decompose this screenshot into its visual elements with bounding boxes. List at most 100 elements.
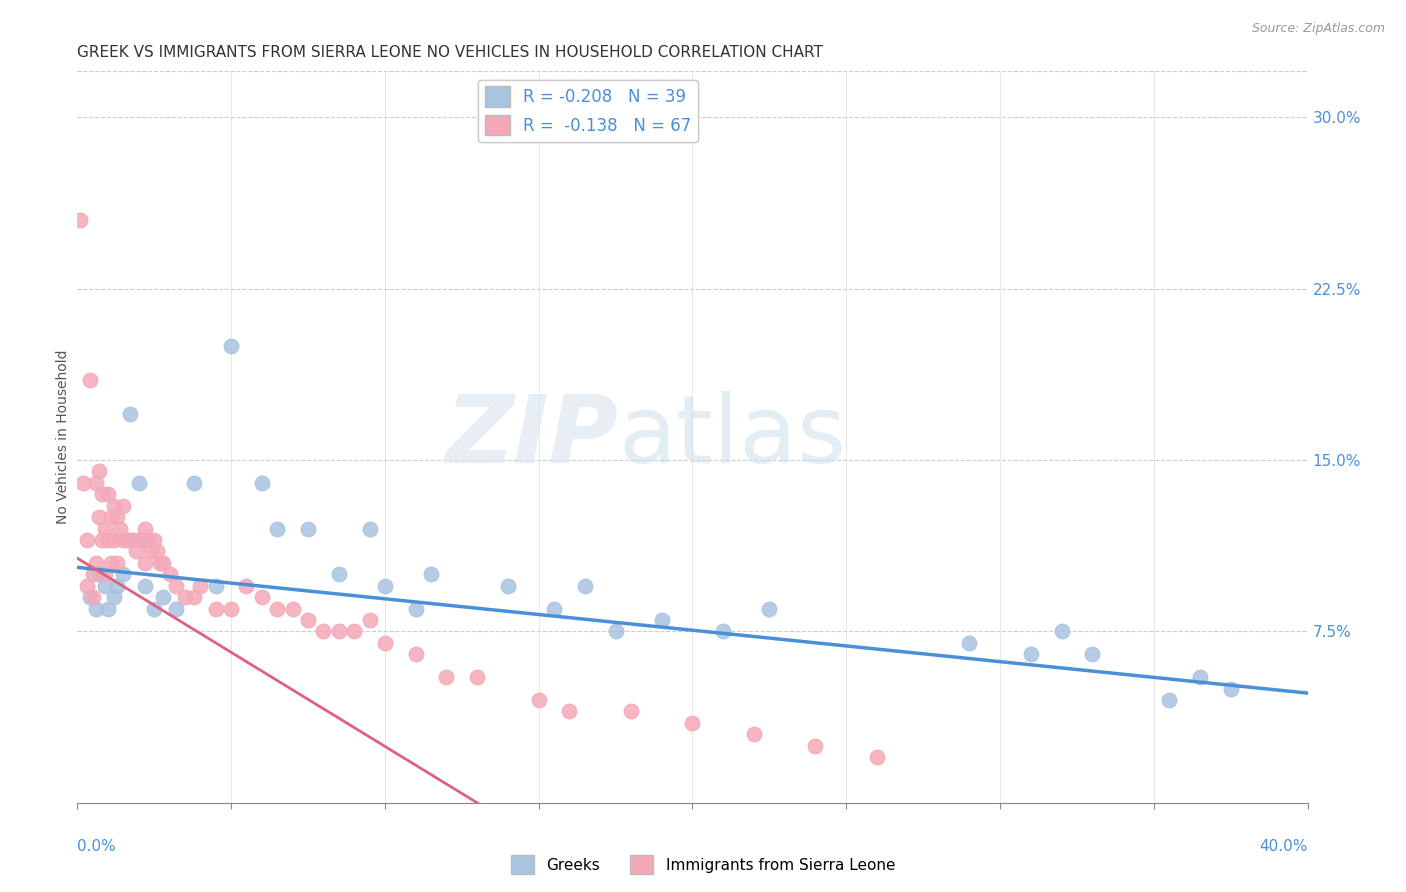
Point	[957, 636, 980, 650]
Point	[105, 579, 128, 593]
Point	[97, 533, 120, 547]
Point	[496, 579, 519, 593]
Point	[76, 579, 98, 593]
Point	[152, 556, 174, 570]
Point	[143, 601, 166, 615]
Point	[159, 567, 181, 582]
Point	[134, 579, 156, 593]
Point	[125, 544, 148, 558]
Point	[82, 567, 104, 582]
Point	[97, 487, 120, 501]
Point	[100, 510, 122, 524]
Point	[94, 521, 117, 535]
Point	[165, 601, 187, 615]
Point	[82, 590, 104, 604]
Point	[420, 567, 443, 582]
Point	[1050, 624, 1073, 639]
Point	[118, 533, 141, 547]
Point	[72, 475, 94, 490]
Point	[1081, 647, 1104, 661]
Point	[804, 739, 827, 753]
Point	[76, 533, 98, 547]
Point	[110, 521, 132, 535]
Point	[543, 601, 565, 615]
Point	[359, 521, 381, 535]
Point	[112, 533, 135, 547]
Point	[1219, 681, 1241, 696]
Point	[343, 624, 366, 639]
Point	[87, 567, 110, 582]
Point	[250, 590, 273, 604]
Point	[100, 556, 122, 570]
Point	[141, 544, 163, 558]
Point	[266, 601, 288, 615]
Point	[219, 601, 242, 615]
Point	[266, 521, 288, 535]
Text: Source: ZipAtlas.com: Source: ZipAtlas.com	[1251, 22, 1385, 36]
Point	[131, 533, 153, 547]
Point	[682, 715, 704, 730]
Point	[527, 693, 550, 707]
Point	[103, 533, 125, 547]
Point	[94, 567, 117, 582]
Point	[115, 533, 138, 547]
Point	[574, 579, 596, 593]
Point	[235, 579, 257, 593]
Point	[105, 510, 128, 524]
Point	[128, 533, 150, 547]
Point	[405, 601, 427, 615]
Point	[188, 579, 212, 593]
Point	[69, 213, 91, 227]
Text: ZIP: ZIP	[446, 391, 619, 483]
Point	[558, 705, 581, 719]
Point	[149, 556, 172, 570]
Point	[112, 499, 135, 513]
Point	[118, 407, 141, 421]
Point	[742, 727, 765, 741]
Point	[465, 670, 488, 684]
Point	[204, 601, 226, 615]
Point	[84, 556, 107, 570]
Point	[174, 590, 197, 604]
Point	[374, 579, 396, 593]
Point	[250, 475, 273, 490]
Point	[219, 338, 242, 352]
Point	[183, 475, 205, 490]
Point	[620, 705, 643, 719]
Point	[79, 590, 101, 604]
Point	[359, 613, 381, 627]
Point	[297, 613, 319, 627]
Point	[90, 533, 114, 547]
Point	[183, 590, 205, 604]
Point	[758, 601, 780, 615]
Point	[105, 556, 128, 570]
Text: 40.0%: 40.0%	[1260, 839, 1308, 855]
Point	[651, 613, 673, 627]
Text: 0.0%: 0.0%	[77, 839, 117, 855]
Point	[152, 590, 174, 604]
Point	[136, 533, 159, 547]
Text: atlas: atlas	[619, 391, 846, 483]
Point	[134, 556, 156, 570]
Point	[866, 750, 889, 764]
Point	[328, 624, 350, 639]
Point	[103, 590, 125, 604]
Point	[328, 567, 350, 582]
Legend: Greeks, Immigrants from Sierra Leone: Greeks, Immigrants from Sierra Leone	[505, 849, 901, 880]
Point	[1019, 647, 1042, 661]
Point	[146, 544, 169, 558]
Point	[1159, 693, 1181, 707]
Point	[97, 601, 120, 615]
Legend: R = -0.208   N = 39, R =  -0.138   N = 67: R = -0.208 N = 39, R = -0.138 N = 67	[478, 79, 697, 142]
Point	[94, 579, 117, 593]
Point	[121, 533, 143, 547]
Point	[84, 601, 107, 615]
Point	[87, 464, 110, 478]
Point	[112, 567, 135, 582]
Point	[165, 579, 187, 593]
Point	[297, 521, 319, 535]
Point	[374, 636, 396, 650]
Point	[87, 510, 110, 524]
Point	[436, 670, 458, 684]
Point	[281, 601, 304, 615]
